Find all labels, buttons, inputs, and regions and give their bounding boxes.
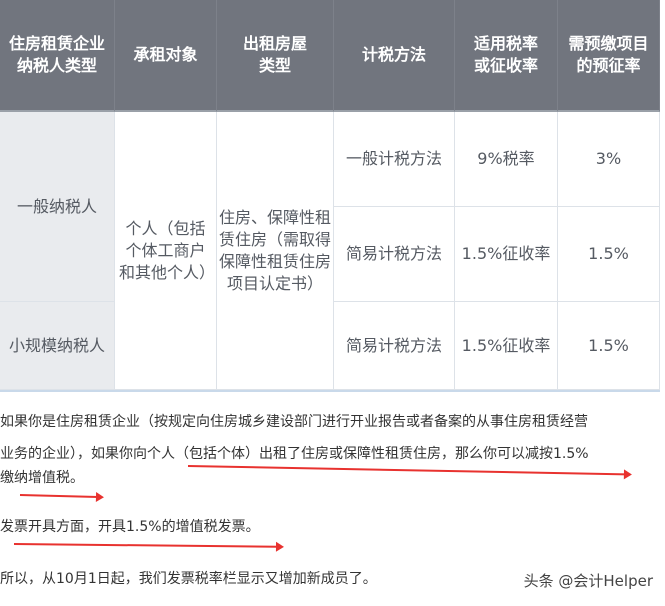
cell-prepay: 1.5% xyxy=(558,302,660,390)
header-prepay: 需预缴项目 的预征率 xyxy=(558,0,660,112)
header-method: 计税方法 xyxy=(334,0,455,112)
cell-house-type: 住房、保障性租赁住房（需取得保障性租赁住房项目认定书） xyxy=(217,112,334,390)
header-tenant: 承租对象 xyxy=(115,0,217,112)
cell-prepay: 3% xyxy=(558,112,660,207)
header-rate: 适用税率 或征收率 xyxy=(455,0,558,112)
cell-rate: 9%税率 xyxy=(455,112,558,207)
paragraph-line: 如果你是住房租赁企业（按规定向住房城乡建设部门进行开业报告或者备案的从事住房租赁… xyxy=(0,414,588,430)
cell-small-taxpayer: 小规模纳税人 xyxy=(0,302,115,390)
red-arrow-annotation xyxy=(19,494,98,499)
cell-method: 简易计税方法 xyxy=(334,207,455,302)
paragraph-line: 缴纳增值税。 xyxy=(0,470,84,486)
red-arrow-annotation xyxy=(187,465,626,476)
tax-rate-table: 住房租赁企业 纳税人类型 承租对象 出租房屋 类型 计税方法 适用税率 或征收率 需预… xyxy=(0,0,660,392)
red-arrow-annotation xyxy=(13,543,278,548)
paragraph-line: 业务的企业），如果你向个人（包括个体）出租了住房或保障性租赁住房，那么你可以减按… xyxy=(0,446,589,462)
cell-method: 一般计税方法 xyxy=(334,112,455,207)
header-house-type: 出租房屋 类型 xyxy=(217,0,334,112)
watermark: 头条 @会计Helper xyxy=(523,572,653,590)
paragraph: 所以，从10月1日起，我们发票税率栏显示又增加新成员了。 xyxy=(0,571,377,587)
cell-tenant: 个人（包括个体工商户和其他个人） xyxy=(115,112,217,390)
cell-prepay: 1.5% xyxy=(558,207,660,302)
cell-general-taxpayer: 一般纳税人 xyxy=(0,112,115,302)
header-taxpayer-type: 住房租赁企业 纳税人类型 xyxy=(0,0,115,112)
cell-method: 简易计税方法 xyxy=(334,302,455,390)
cell-rate: 1.5%征收率 xyxy=(455,302,558,390)
cell-rate: 1.5%征收率 xyxy=(455,207,558,302)
paragraph: 发票开具方面，开具1.5%的增值税发票。 xyxy=(0,519,260,535)
